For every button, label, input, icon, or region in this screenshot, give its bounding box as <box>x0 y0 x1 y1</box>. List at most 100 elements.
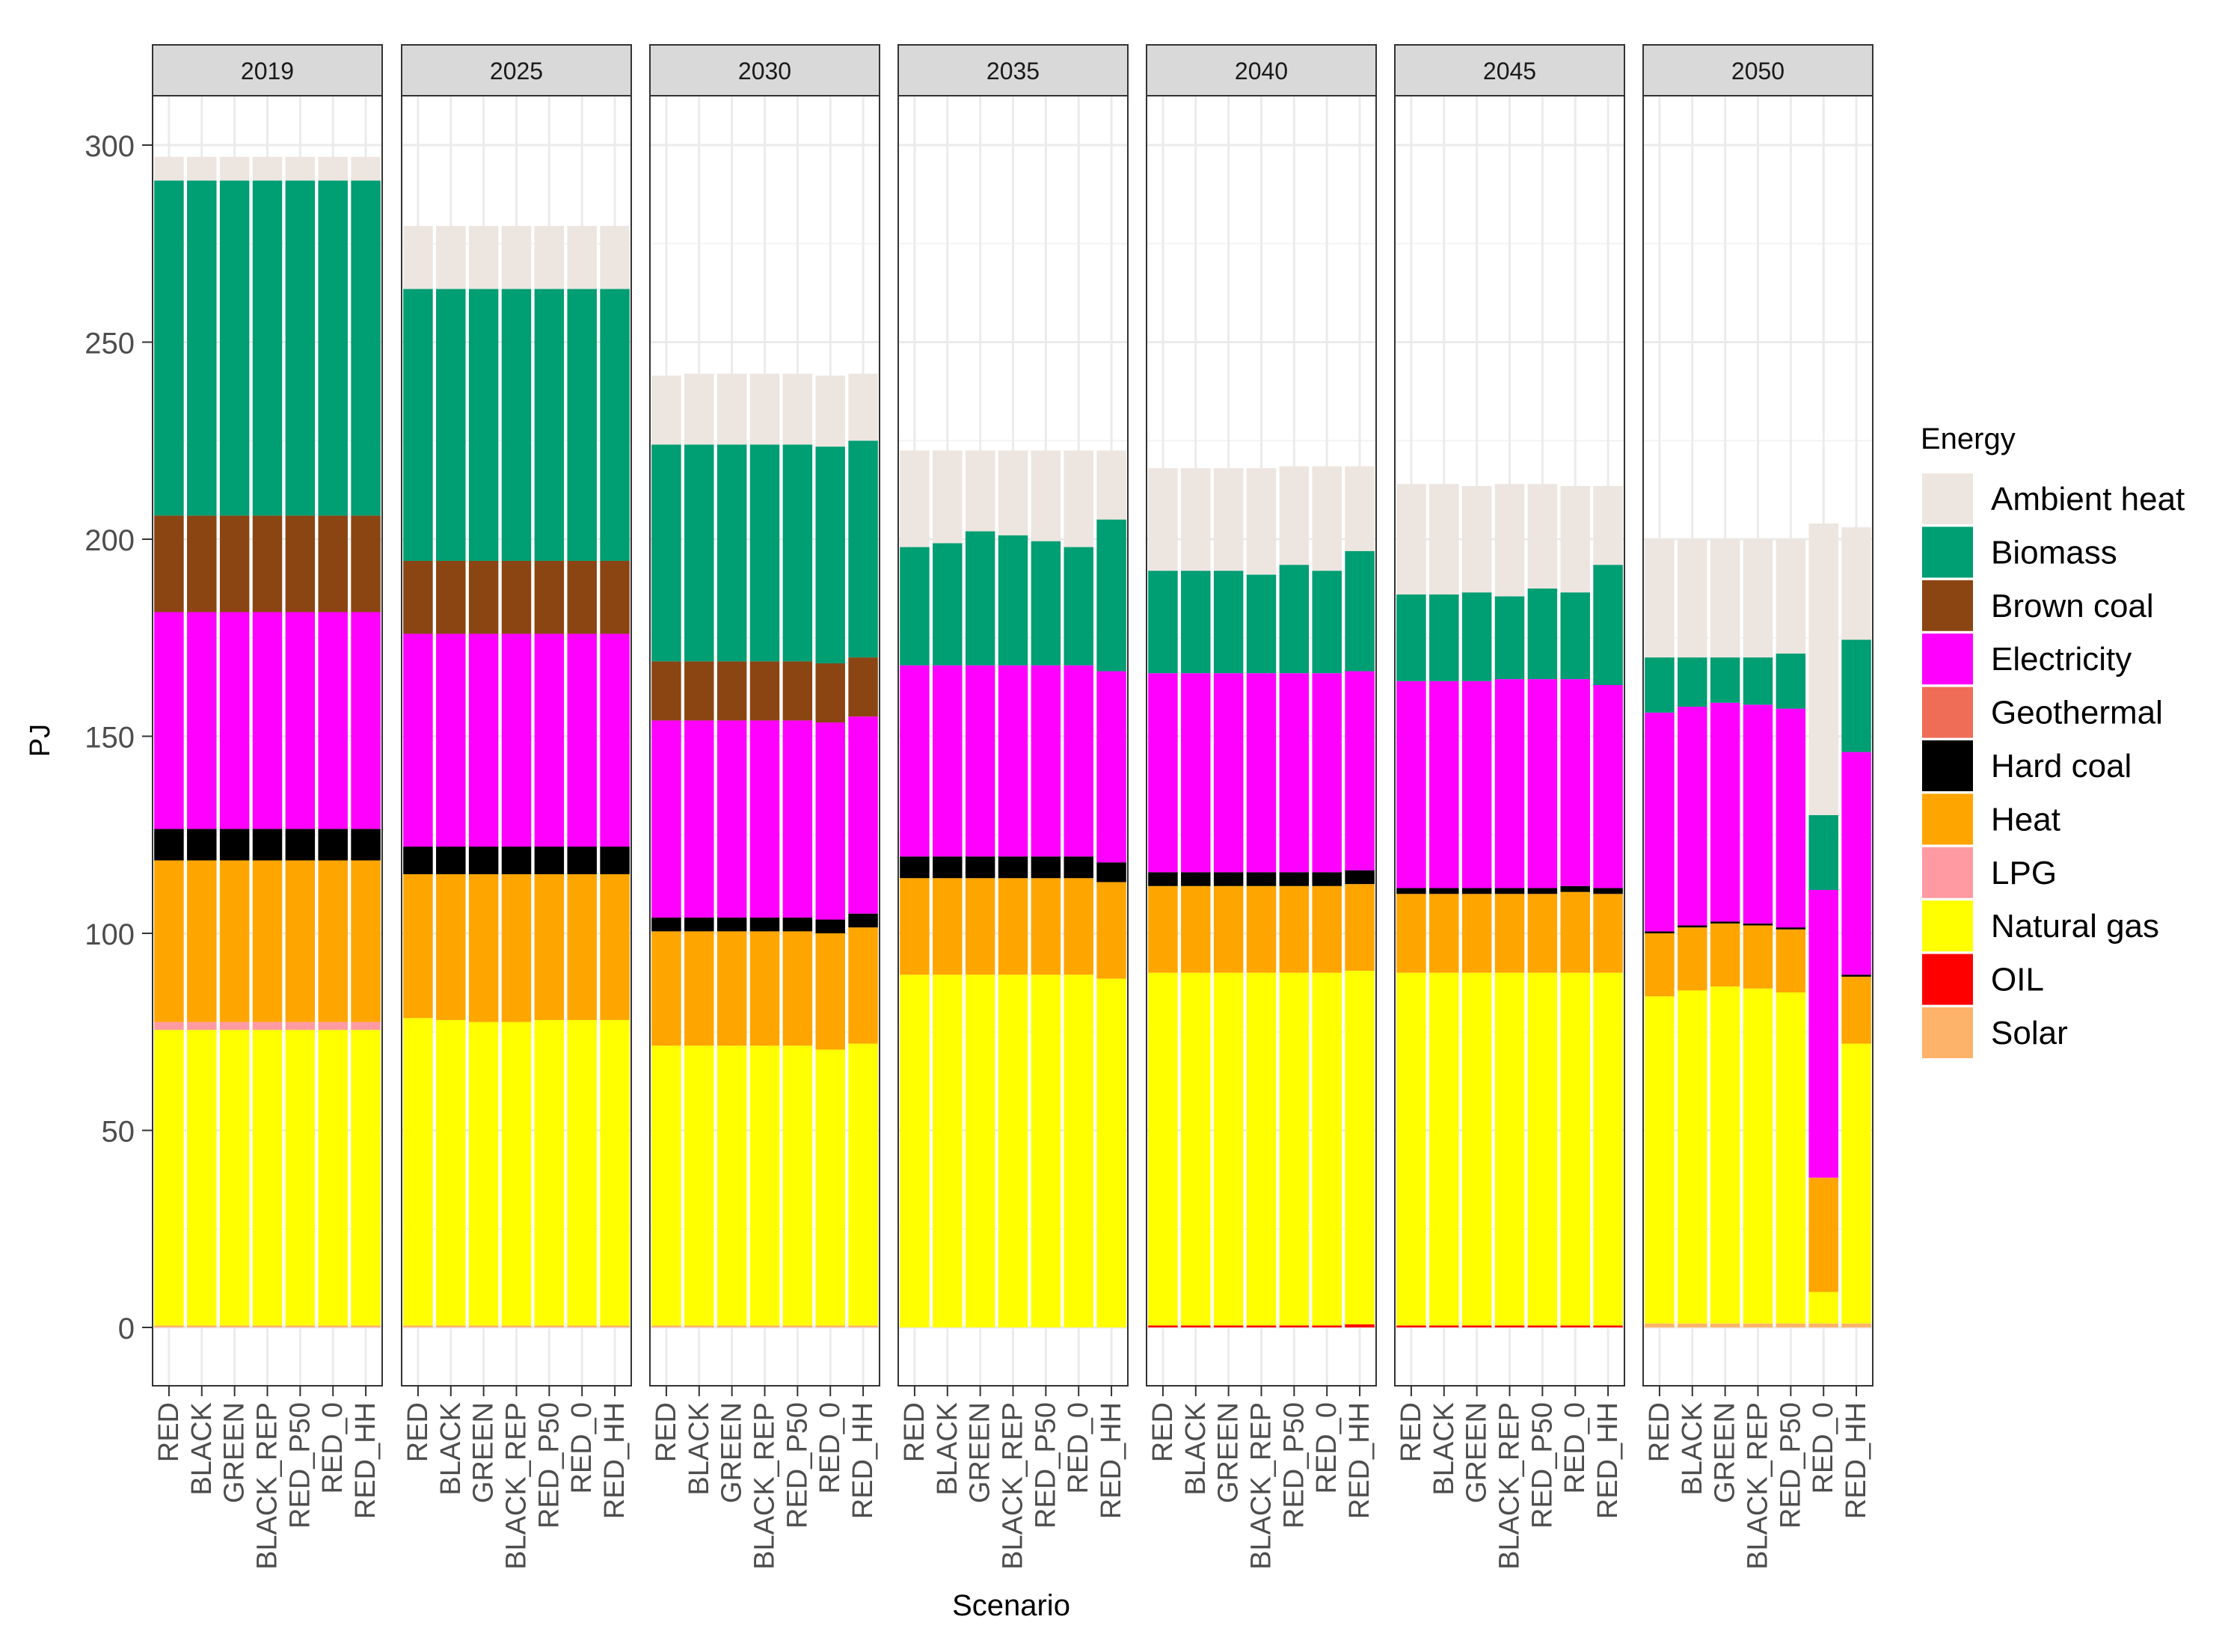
bar-segment <box>1031 856 1061 879</box>
bar-segment <box>1494 1325 1525 1327</box>
bar-segment <box>1461 592 1492 681</box>
bar-segment <box>1560 1325 1590 1327</box>
bar-segment <box>933 878 963 975</box>
bar-segment <box>782 931 813 1046</box>
bar-segment <box>1808 1323 1838 1327</box>
bar-segment <box>1461 894 1492 973</box>
bar-segment <box>1494 679 1525 888</box>
x-tick-label: RED_P50 <box>782 1402 813 1529</box>
bar-segment <box>1710 986 1740 1324</box>
bar-segment <box>1396 1325 1426 1327</box>
bar-segment <box>1678 1323 1707 1327</box>
bar-segment <box>318 829 348 861</box>
x-tick-label: GREEN <box>219 1402 251 1503</box>
bar-segment <box>1461 1325 1492 1327</box>
bar-segment <box>1312 1325 1342 1327</box>
legend-label: Biomass <box>1991 534 2117 571</box>
legend-label: Heat <box>1991 801 2060 838</box>
bar-segment <box>965 531 995 666</box>
bar-segment <box>684 1045 714 1326</box>
bar-segment <box>1645 1323 1675 1327</box>
x-tick-label: RED <box>651 1402 682 1462</box>
bar-segment <box>1743 923 1773 926</box>
bar-segment <box>252 860 283 1022</box>
bar-segment <box>318 156 348 181</box>
bar-segment <box>1064 665 1093 857</box>
bar-segment <box>1148 1325 1178 1327</box>
bar-segment <box>900 974 930 1327</box>
bar-segment <box>1181 972 1211 1326</box>
bar-segment <box>219 1030 250 1326</box>
bar-segment <box>848 716 878 914</box>
bar-segment <box>403 226 433 289</box>
bar-segment <box>998 856 1028 879</box>
bar-segment <box>1710 921 1740 924</box>
legend-label: Ambient heat <box>1991 481 2185 518</box>
bar-segment <box>567 1325 597 1327</box>
bar-segment <box>1064 878 1093 975</box>
bar-segment <box>468 226 499 289</box>
bar-segment <box>782 373 813 445</box>
bar-segment <box>998 974 1028 1327</box>
bar-segment <box>1246 574 1277 674</box>
bar-segment <box>998 878 1028 975</box>
bar-segment <box>1593 485 1623 565</box>
bar-segment <box>154 1022 184 1031</box>
bar-segment <box>436 847 466 874</box>
bar-segment <box>1279 466 1310 565</box>
bar-segment <box>1213 571 1244 674</box>
bar-segment <box>318 860 348 1022</box>
bar-segment <box>815 919 845 933</box>
bar-segment <box>1494 972 1525 1326</box>
legend-item: Ambient heat <box>1922 473 2185 524</box>
bar-segment <box>651 917 681 932</box>
bar-segment <box>154 1030 184 1326</box>
bar-segment <box>154 515 184 612</box>
bar-segment <box>468 1022 499 1326</box>
bar-segment <box>1593 972 1623 1326</box>
bar-segment <box>534 633 565 847</box>
legend-swatch <box>1922 473 1973 524</box>
facet-panel-2035: 2035 RED BLACK GREEN BLACK_REP RED_P50 RED_0 RE… <box>897 44 1129 1570</box>
legend-item: LPG <box>1922 847 2057 898</box>
bar-segment <box>600 560 630 634</box>
bar-segment <box>1743 704 1773 924</box>
bar-segment <box>1527 888 1558 894</box>
bar-segment <box>1279 972 1310 1326</box>
legend-swatch <box>1922 793 1973 845</box>
bar-segment <box>782 661 813 721</box>
bar-segment <box>1429 888 1459 894</box>
bar-segment <box>1312 571 1342 674</box>
bar-segment <box>1312 972 1342 1326</box>
bar-segment <box>1064 450 1093 547</box>
bar-segment <box>1645 933 1675 997</box>
bar-segment <box>1560 592 1590 680</box>
bar-segment <box>403 289 433 561</box>
bar-segment <box>1776 708 1806 928</box>
bar-segment <box>501 1022 532 1326</box>
x-tick-label: RED_0 <box>1311 1402 1342 1494</box>
bar-segment <box>815 722 845 920</box>
bar-segment <box>567 633 597 847</box>
bar-segment <box>219 1022 250 1031</box>
bar-segment <box>351 156 381 181</box>
bar-segment <box>318 515 348 612</box>
bar-segment <box>436 226 466 289</box>
legend-swatch <box>1922 526 1973 578</box>
bar-segment <box>684 931 714 1046</box>
bar-segment <box>1645 539 1675 658</box>
bar-segment <box>1429 894 1459 973</box>
bar-segment <box>651 444 681 662</box>
bar-segment <box>436 1325 466 1327</box>
bar-segment <box>351 515 381 612</box>
bar-segment <box>285 860 316 1022</box>
x-tick-label: GREEN <box>1213 1402 1245 1503</box>
bar-segment <box>154 612 184 829</box>
facet-strip-label: 2050 <box>1731 58 1784 85</box>
legend-label: Hard coal <box>1991 748 2132 784</box>
bar-segment <box>1031 665 1061 857</box>
bar-segment <box>1345 884 1375 971</box>
bar-segment <box>1645 657 1675 713</box>
bar-segment <box>1096 882 1126 979</box>
bar-segment <box>252 180 283 516</box>
